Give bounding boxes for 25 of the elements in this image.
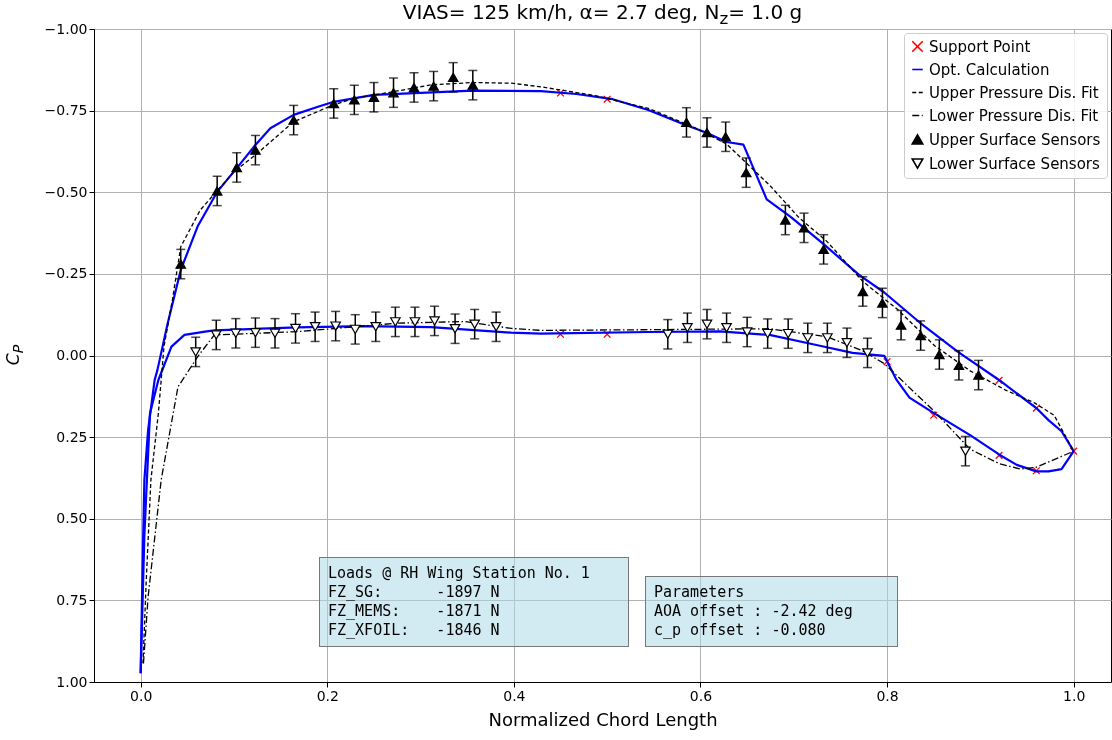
note-box: Loads @ RH Wing Station No. 1 FZ_SG: -1897 N FZ_MEMS: -1871 N FZ_XFOIL: -1846 N bbox=[319, 557, 629, 647]
x-tick-label: 0.2 bbox=[316, 687, 339, 704]
x-axis-title: Normalized Chord Length bbox=[488, 708, 718, 730]
x-tick-label: 0.0 bbox=[130, 687, 153, 704]
y-tick-label: −0.75 bbox=[44, 102, 88, 119]
y-tick-label: 1.00 bbox=[56, 673, 88, 690]
x-tick-label: 0.8 bbox=[876, 687, 899, 704]
note-box: Parameters AOA offset : -2.42 deg c_p offset : -0.080 bbox=[645, 576, 898, 647]
legend-label: Lower Surface Sensors bbox=[929, 154, 1101, 173]
chart-title: VIAS= 125 km/h, α= 2.7 deg, N$_{z}$= 1.0 g bbox=[401, 0, 804, 28]
legend-label: Lower Pressure Dis. Fit bbox=[929, 106, 1099, 125]
legend-label: Upper Pressure Dis. Fit bbox=[929, 83, 1099, 102]
y-tick-label: 0.75 bbox=[56, 591, 88, 608]
x-tick-label: 0.6 bbox=[689, 687, 713, 704]
legend-label: Support Point bbox=[929, 37, 1031, 56]
y-tick-label: −1.00 bbox=[44, 20, 88, 37]
y-tick-label: 0.50 bbox=[56, 510, 88, 527]
y-tick-label: −0.25 bbox=[44, 265, 88, 282]
y-tick-label: 0.25 bbox=[56, 428, 88, 445]
x-tick-label: 1.0 bbox=[1063, 687, 1086, 704]
legend-label: Opt. Calculation bbox=[929, 60, 1050, 79]
x-tick-label: 0.4 bbox=[503, 687, 526, 704]
legend-label: Upper Surface Sensors bbox=[929, 130, 1101, 149]
y-tick-label: 0.00 bbox=[56, 347, 88, 363]
y-tick-label: −0.50 bbox=[44, 183, 88, 200]
